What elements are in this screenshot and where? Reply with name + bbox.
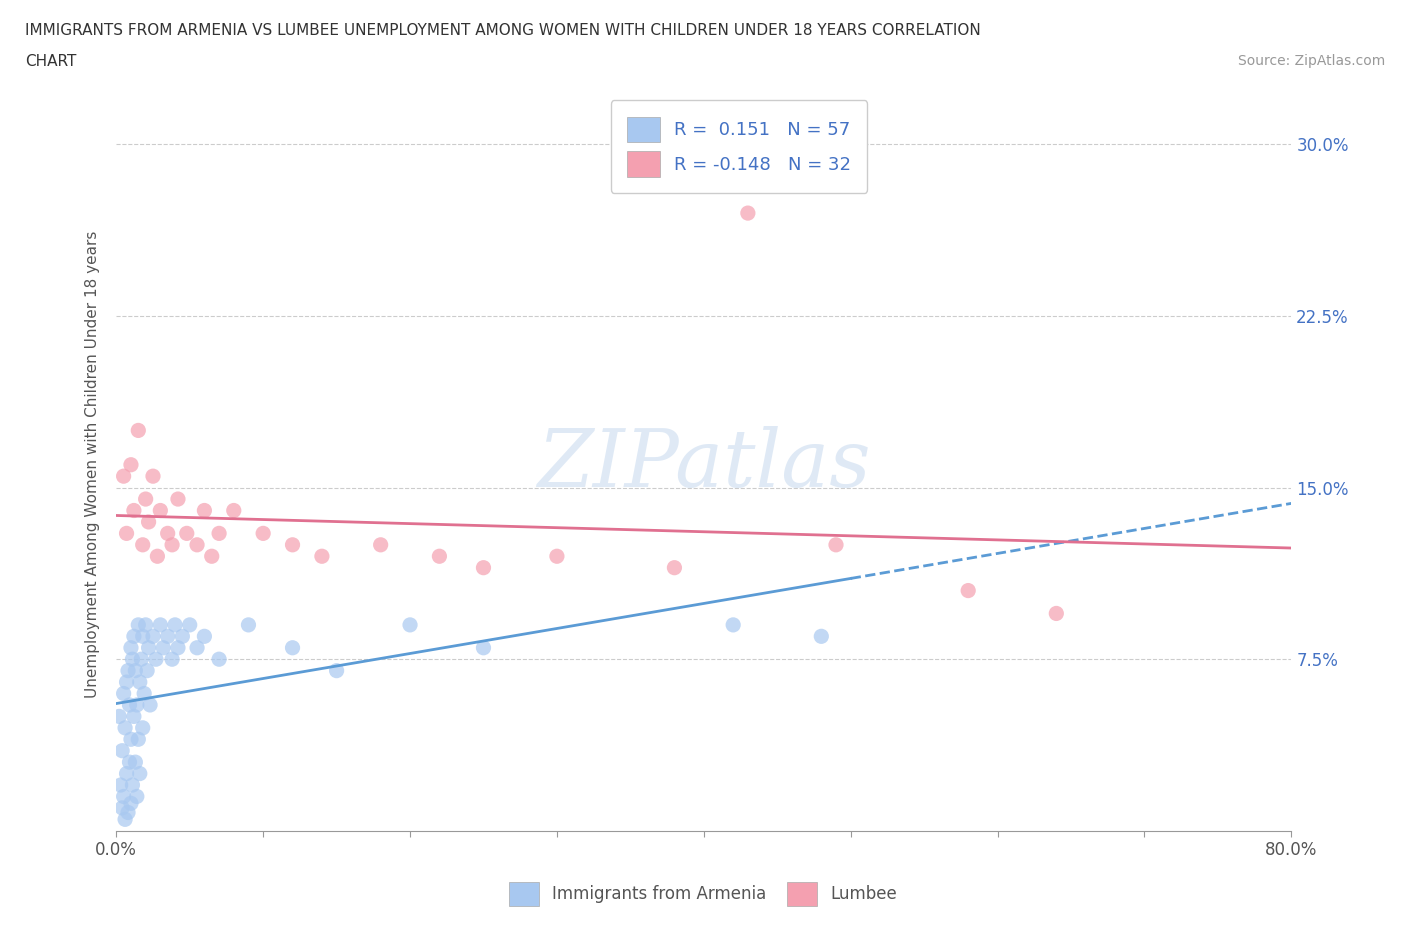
Point bbox=[156, 629, 179, 644]
Point bbox=[156, 526, 179, 541]
Y-axis label: Unemployment Among Women with Children Under 18 years: Unemployment Among Women with Children U… bbox=[86, 231, 100, 698]
Point bbox=[152, 641, 174, 656]
Point bbox=[127, 618, 149, 632]
Point bbox=[172, 629, 194, 644]
Point bbox=[186, 641, 208, 656]
Point bbox=[115, 526, 138, 541]
Point bbox=[311, 549, 333, 564]
Point bbox=[472, 560, 495, 575]
Point bbox=[139, 698, 162, 712]
Point bbox=[167, 492, 190, 507]
Point bbox=[179, 618, 201, 632]
Point bbox=[145, 652, 167, 667]
Point bbox=[108, 709, 131, 724]
Point bbox=[142, 469, 165, 484]
Point bbox=[238, 618, 260, 632]
Point bbox=[111, 801, 134, 816]
Point bbox=[149, 618, 172, 632]
Point bbox=[208, 526, 231, 541]
Point bbox=[120, 458, 142, 472]
Point bbox=[125, 698, 148, 712]
Point bbox=[222, 503, 245, 518]
Point bbox=[124, 755, 146, 770]
Point bbox=[122, 503, 145, 518]
Point bbox=[128, 674, 150, 689]
Legend: Immigrants from Armenia, Lumbee: Immigrants from Armenia, Lumbee bbox=[502, 875, 904, 912]
Point bbox=[281, 641, 304, 656]
Point bbox=[160, 652, 183, 667]
Point bbox=[112, 469, 135, 484]
Point bbox=[138, 514, 160, 529]
Point bbox=[118, 698, 141, 712]
Point bbox=[138, 641, 160, 656]
Point bbox=[132, 538, 155, 552]
Point bbox=[325, 663, 347, 678]
Point bbox=[112, 789, 135, 804]
Point bbox=[208, 652, 231, 667]
Point bbox=[117, 805, 139, 820]
Point bbox=[122, 629, 145, 644]
Point bbox=[136, 663, 159, 678]
Point bbox=[472, 641, 495, 656]
Point bbox=[825, 538, 848, 552]
Point bbox=[125, 789, 148, 804]
Point bbox=[370, 538, 392, 552]
Point bbox=[176, 526, 198, 541]
Point bbox=[149, 503, 172, 518]
Point bbox=[129, 652, 152, 667]
Point bbox=[115, 766, 138, 781]
Point bbox=[429, 549, 451, 564]
Text: IMMIGRANTS FROM ARMENIA VS LUMBEE UNEMPLOYMENT AMONG WOMEN WITH CHILDREN UNDER 1: IMMIGRANTS FROM ARMENIA VS LUMBEE UNEMPL… bbox=[25, 23, 981, 38]
Point bbox=[121, 777, 143, 792]
Point bbox=[115, 674, 138, 689]
Point bbox=[114, 812, 136, 827]
Point bbox=[122, 709, 145, 724]
Point bbox=[110, 777, 132, 792]
Point bbox=[127, 732, 149, 747]
Point bbox=[546, 549, 568, 564]
Point bbox=[664, 560, 686, 575]
Point bbox=[193, 503, 215, 518]
Point bbox=[193, 629, 215, 644]
Point bbox=[135, 492, 157, 507]
Point bbox=[117, 663, 139, 678]
Point bbox=[132, 629, 155, 644]
Point bbox=[810, 629, 832, 644]
Point bbox=[160, 538, 183, 552]
Point bbox=[120, 796, 142, 811]
Point bbox=[120, 641, 142, 656]
Point bbox=[111, 743, 134, 758]
Point bbox=[112, 686, 135, 701]
Point bbox=[399, 618, 422, 632]
Point bbox=[132, 721, 155, 736]
Point bbox=[146, 549, 169, 564]
Legend: R =  0.151   N = 57, R = -0.148   N = 32: R = 0.151 N = 57, R = -0.148 N = 32 bbox=[610, 100, 868, 193]
Point bbox=[120, 732, 142, 747]
Point bbox=[281, 538, 304, 552]
Point bbox=[252, 526, 274, 541]
Text: CHART: CHART bbox=[25, 54, 77, 69]
Point bbox=[114, 721, 136, 736]
Point bbox=[167, 641, 190, 656]
Point bbox=[186, 538, 208, 552]
Point bbox=[121, 652, 143, 667]
Point bbox=[1045, 606, 1067, 621]
Point bbox=[721, 618, 744, 632]
Point bbox=[163, 618, 186, 632]
Text: ZIPatlas: ZIPatlas bbox=[537, 426, 870, 503]
Point bbox=[118, 755, 141, 770]
Point bbox=[134, 686, 156, 701]
Point bbox=[127, 423, 149, 438]
Point bbox=[957, 583, 980, 598]
Point bbox=[135, 618, 157, 632]
Text: Source: ZipAtlas.com: Source: ZipAtlas.com bbox=[1237, 54, 1385, 68]
Point bbox=[142, 629, 165, 644]
Point bbox=[737, 206, 759, 220]
Point bbox=[128, 766, 150, 781]
Point bbox=[124, 663, 146, 678]
Point bbox=[201, 549, 224, 564]
